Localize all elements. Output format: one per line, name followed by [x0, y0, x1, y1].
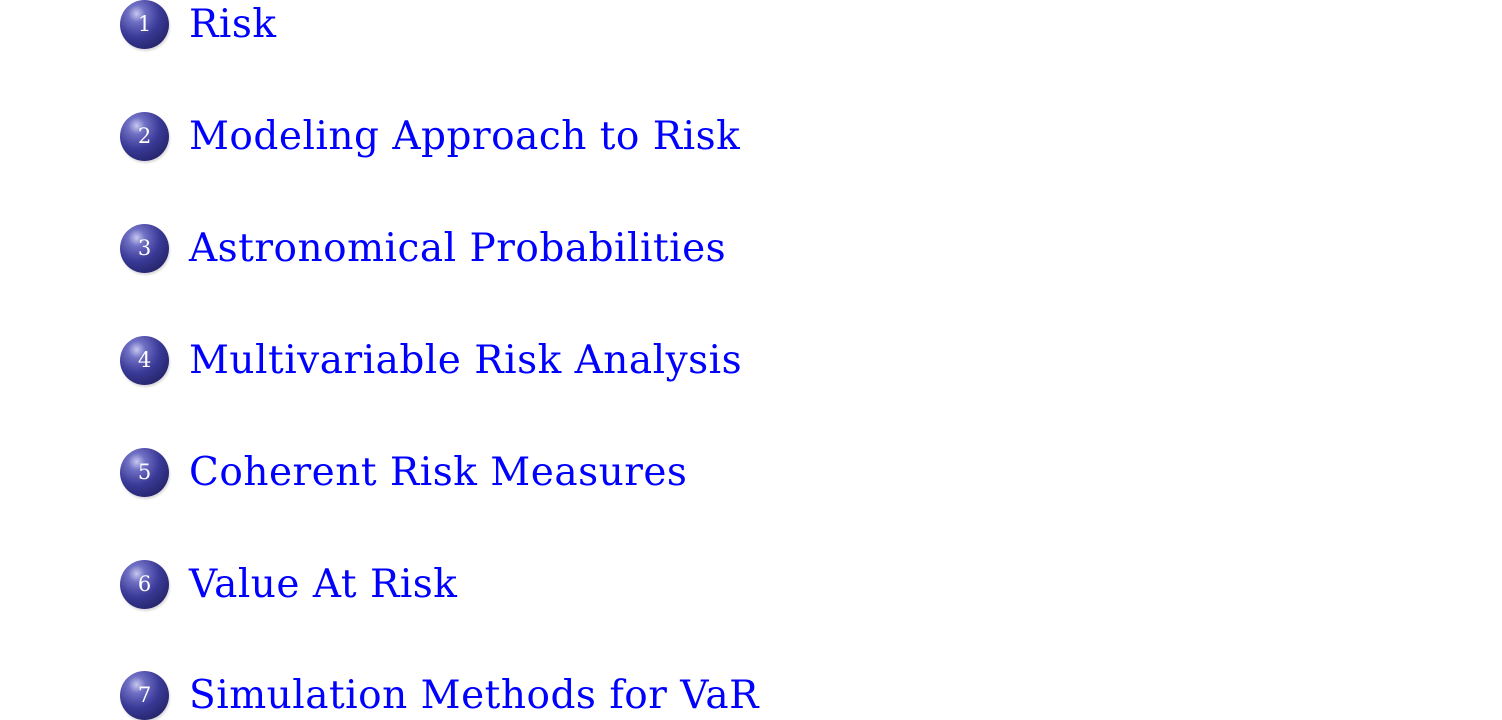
- toc-item-simulation-methods[interactable]: 7 Simulation Methods for VaR: [120, 670, 759, 720]
- item-number-ball: 3: [120, 223, 169, 273]
- item-number-ball: 4: [120, 335, 169, 385]
- toc-item-astronomical-probabilities[interactable]: 3 Astronomical Probabilities: [120, 223, 726, 273]
- item-number-ball: 5: [120, 447, 169, 497]
- toc-item-modeling-approach[interactable]: 2 Modeling Approach to Risk: [120, 111, 740, 161]
- toc-item-value-at-risk[interactable]: 6 Value At Risk: [120, 559, 457, 609]
- toc-item-label: Risk: [189, 1, 277, 47]
- toc-item-coherent-risk-measures[interactable]: 5 Coherent Risk Measures: [120, 447, 687, 497]
- toc-item-label: Simulation Methods for VaR: [189, 672, 759, 718]
- toc-item-label: Modeling Approach to Risk: [189, 113, 741, 159]
- toc-item-multivariable-risk[interactable]: 4 Multivariable Risk Analysis: [120, 335, 742, 385]
- toc-item-risk[interactable]: 1 Risk: [120, 0, 276, 49]
- toc-item-label: Multivariable Risk Analysis: [189, 337, 743, 383]
- toc-item-label: Astronomical Probabilities: [189, 225, 727, 271]
- item-number-ball: 6: [120, 559, 169, 609]
- item-number-ball: 1: [120, 0, 169, 49]
- toc-item-label: Coherent Risk Measures: [189, 449, 688, 495]
- toc-item-label: Value At Risk: [189, 561, 458, 607]
- item-number-ball: 7: [120, 670, 169, 720]
- item-number-ball: 2: [120, 111, 169, 161]
